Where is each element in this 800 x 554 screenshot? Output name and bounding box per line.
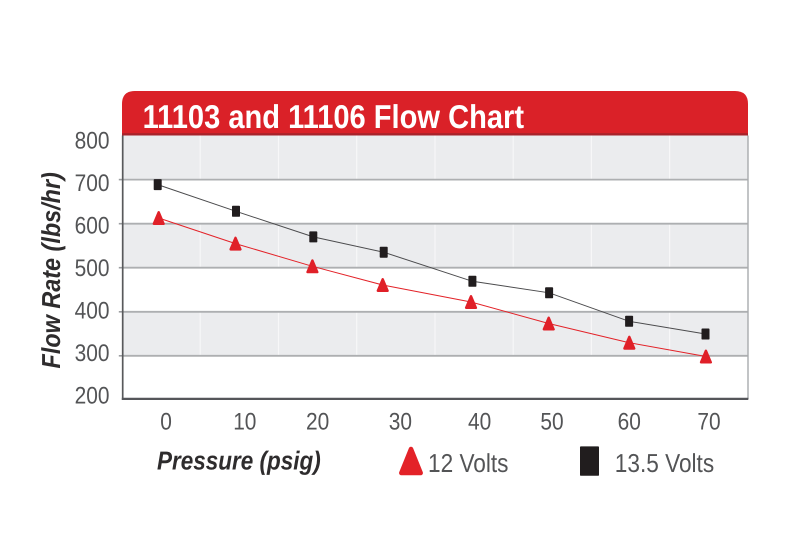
svg-text:13.5 Volts: 13.5 Volts <box>615 448 714 478</box>
svg-text:60: 60 <box>618 409 641 436</box>
svg-text:20: 20 <box>306 409 329 436</box>
svg-text:600: 600 <box>75 213 110 240</box>
svg-text:Flow Rate (lbs/hr): Flow Rate (lbs/hr) <box>36 172 66 368</box>
svg-text:400: 400 <box>75 298 110 325</box>
svg-text:200: 200 <box>75 383 110 410</box>
svg-text:50: 50 <box>540 409 563 436</box>
svg-text:12 Volts: 12 Volts <box>428 448 508 478</box>
svg-text:11103 and 11106 Flow Chart: 11103 and 11106 Flow Chart <box>143 98 524 135</box>
svg-text:10: 10 <box>233 409 256 436</box>
svg-text:800: 800 <box>75 128 110 155</box>
svg-text:70: 70 <box>697 409 720 436</box>
svg-text:700: 700 <box>75 170 110 197</box>
svg-text:30: 30 <box>389 409 412 436</box>
svg-text:0: 0 <box>160 409 172 436</box>
svg-text:Pressure (psig): Pressure (psig) <box>157 445 321 475</box>
svg-text:500: 500 <box>75 255 110 282</box>
svg-text:300: 300 <box>75 340 110 367</box>
svg-text:40: 40 <box>468 409 491 436</box>
